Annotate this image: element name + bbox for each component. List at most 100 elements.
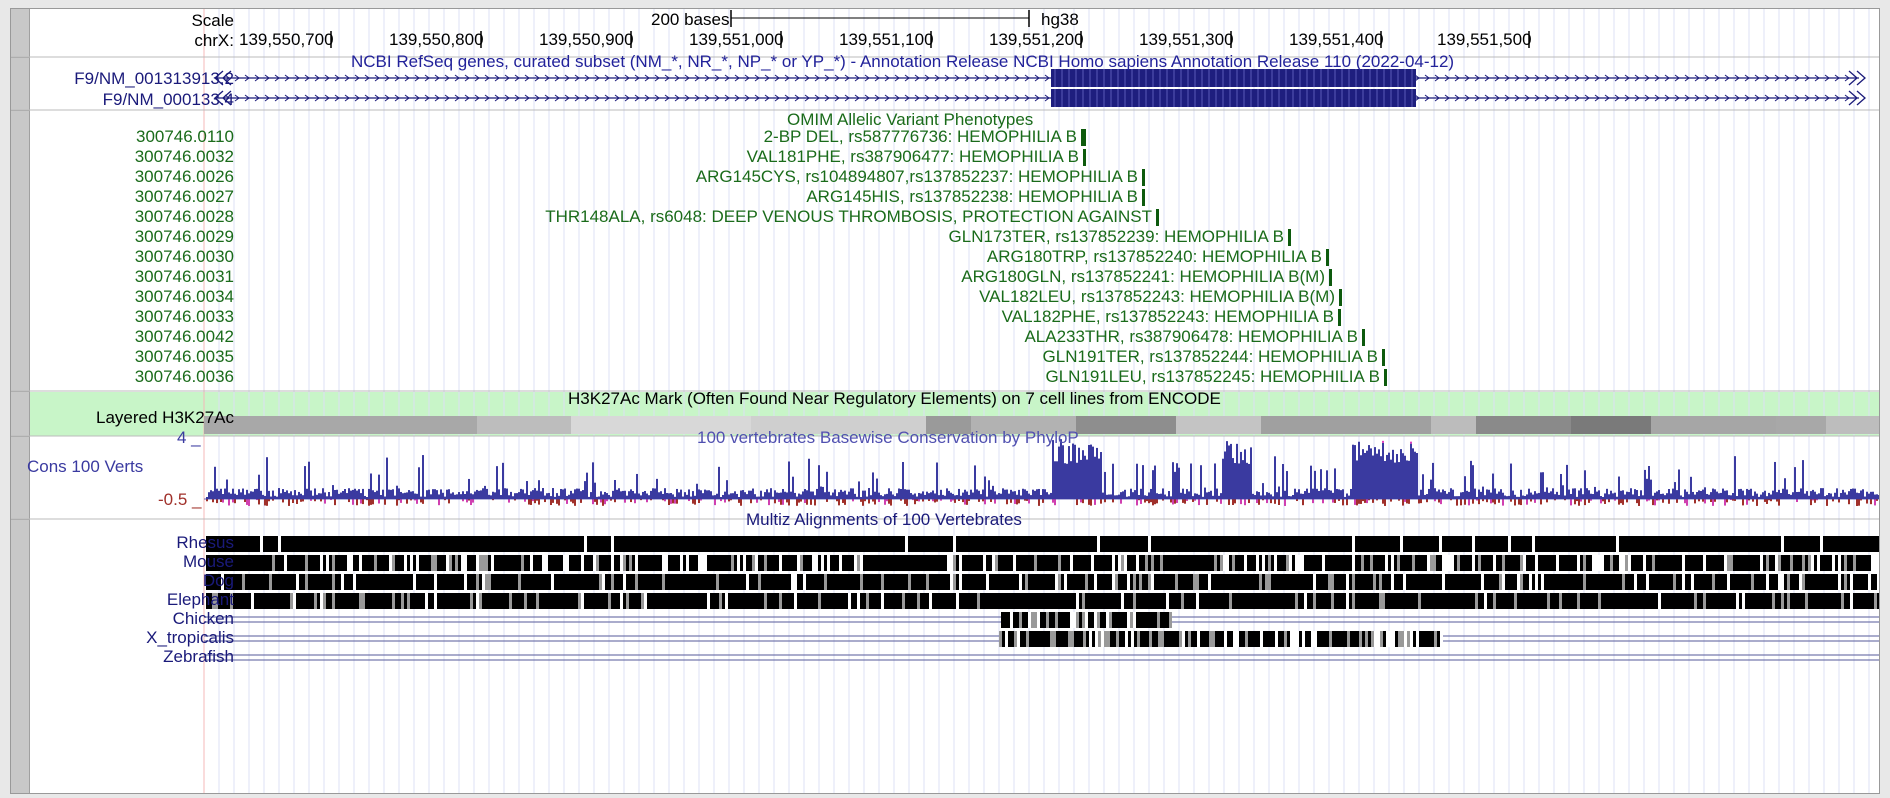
multiz-alignment-cell: [977, 555, 980, 571]
multiz-track-title[interactable]: Multiz Alignments of 100 Vertebrates: [746, 510, 1022, 529]
phylop-neg-bar: [1006, 499, 1008, 505]
omim-variant-label[interactable]: VAL182PHE, rs137852243: HEMOPHILIA B: [1001, 307, 1334, 326]
multiz-alignment-cell: [1490, 593, 1493, 609]
omim-row-id[interactable]: 300746.0042: [134, 327, 234, 346]
omim-variant-label[interactable]: 2-BP DEL, rs587776736: HEMOPHILIA B: [763, 127, 1077, 146]
phylop-label[interactable]: Cons 100 Verts: [27, 457, 144, 476]
multiz-alignment-cell: [1136, 555, 1139, 571]
omim-row-id[interactable]: 300746.0035: [134, 347, 234, 366]
omim-row-id[interactable]: 300746.0030: [134, 247, 234, 266]
multiz-alignment-cell: [1359, 631, 1362, 647]
multiz-track-handle[interactable]: [11, 520, 30, 793]
multiz-alignment-cell: [1652, 574, 1655, 590]
multiz-alignment-cell: [851, 536, 854, 552]
omim-variant-label[interactable]: ARG145HIS, rs137852238: HEMOPHILIA B: [806, 187, 1138, 206]
omim-variant-label[interactable]: VAL182LEU, rs137852243: HEMOPHILIA B(M): [979, 287, 1335, 306]
phylop-pos-bar: [382, 489, 384, 499]
phylop-neg-bar: [524, 499, 526, 502]
multiz-alignment-cell: [1340, 555, 1343, 571]
omim-row-id[interactable]: 300746.0034: [134, 287, 234, 306]
multiz-alignment-cell: [1139, 593, 1142, 609]
multiz-alignment-cell: [533, 555, 536, 571]
phylop-pos-bar: [1004, 489, 1006, 499]
refseq-track-title[interactable]: NCBI RefSeq genes, curated subset (NM_*,…: [351, 52, 1455, 71]
phylop-pos-bar: [546, 493, 548, 499]
phylop-pos-bar: [1372, 455, 1374, 499]
multiz-alignment-cell: [848, 593, 851, 609]
multiz-alignment-cell: [536, 536, 539, 552]
omim-variant-label[interactable]: THR148ALA, rs6048: DEEP VENOUS THROMBOSI…: [545, 207, 1152, 226]
omim-row-id[interactable]: 300746.0026: [134, 167, 234, 186]
multiz-alignment-cell: [1712, 593, 1715, 609]
phylop-pos-bar: [598, 496, 600, 499]
multiz-alignment-cell: [281, 574, 284, 590]
phylop-pos-bar: [1638, 496, 1640, 499]
multiz-species-label-mouse[interactable]: Mouse: [182, 552, 234, 571]
omim-row-id[interactable]: 300746.0110: [135, 127, 234, 146]
omim-row-id[interactable]: 300746.0032: [134, 147, 234, 166]
omim-row-id[interactable]: 300746.0027: [134, 187, 234, 206]
omim-track-title[interactable]: OMIM Allelic Variant Phenotypes: [787, 110, 1034, 129]
multiz-alignment-cell: [1787, 536, 1790, 552]
omim-variant-label[interactable]: ALA233THR, rs387906478: HEMOPHILIA B: [1024, 327, 1358, 346]
phylop-pos-bar: [1658, 490, 1660, 499]
multiz-alignment-cell: [1526, 555, 1529, 571]
omim-row-id[interactable]: 300746.0033: [134, 307, 234, 326]
multiz-species-label-zebrafish[interactable]: Zebrafish: [163, 647, 234, 666]
multiz-alignment-cell: [764, 555, 767, 571]
phylop-track-title[interactable]: 100 vertebrates Basewise Conservation by…: [697, 428, 1079, 447]
multiz-species-label-elephant[interactable]: Elephant: [166, 590, 234, 609]
track-canvas[interactable]: [11, 9, 1879, 793]
omim-variant-label[interactable]: ARG145CYS, rs104894807,rs137852237: HEMO…: [695, 167, 1138, 186]
strand-chevron: [804, 74, 810, 82]
multiz-alignment-cell: [1370, 536, 1373, 552]
multiz-alignment-cell: [674, 593, 677, 609]
phylop-neg-bar: [1434, 499, 1436, 502]
multiz-alignment-cell: [1157, 574, 1160, 590]
multiz-alignment-cell: [236, 536, 239, 552]
multiz-alignment-cell: [641, 593, 644, 609]
refseq-transcript-label-2[interactable]: F9/NM_000133.4: [102, 90, 234, 109]
omim-variant-label[interactable]: ARG180TRP, rs137852240: HEMOPHILIA B: [986, 247, 1322, 266]
multiz-species-label-rhesus[interactable]: Rhesus: [176, 533, 234, 552]
phylop-pos-bar: [212, 491, 214, 499]
refseq-transcript-label-1[interactable]: F9/NM_001313913.2: [74, 69, 234, 88]
strand-chevron: [1774, 74, 1780, 82]
multiz-alignment-cell: [1730, 555, 1733, 571]
omim-row-id[interactable]: 300746.0028: [134, 207, 234, 226]
omim-row-id[interactable]: 300746.0029: [134, 227, 234, 246]
multiz-alignment-cell: [1463, 574, 1466, 590]
multiz-alignment-cell: [1706, 593, 1709, 609]
h3k27ac-track-title[interactable]: H3K27Ac Mark (Often Found Near Regulator…: [568, 389, 1221, 408]
omim-variant-label[interactable]: GLN173TER, rs137852239: HEMOPHILIA B: [948, 227, 1284, 246]
phylop-pos-bar: [1310, 465, 1312, 499]
multiz-species-label-chicken[interactable]: Chicken: [172, 609, 234, 628]
multiz-alignment-cell: [266, 555, 269, 571]
phylop-pos-bar: [908, 489, 910, 499]
phylop-pos-bar: [1810, 491, 1812, 499]
multiz-alignment-cell: [1058, 536, 1061, 552]
phylop-pos-bar: [284, 491, 286, 499]
phylop-min-label: -0.5 _: [158, 490, 202, 509]
multiz-alignment-cell: [1568, 593, 1571, 609]
multiz-alignment-cell: [1151, 612, 1154, 628]
multiz-alignment-cell: [1100, 612, 1103, 628]
omim-row-id[interactable]: 300746.0031: [134, 267, 234, 286]
omim-variant-label[interactable]: GLN191LEU, rs137852245: HEMOPHILIA B: [1045, 367, 1380, 386]
omim-variant-label[interactable]: VAL181PHE, rs387906477: HEMOPHILIA B: [746, 147, 1079, 166]
multiz-alignment-cell: [260, 536, 263, 552]
phylop-neg-bar: [206, 499, 208, 502]
omim-variant-label[interactable]: ARG180GLN, rs137852241: HEMOPHILIA B(M): [961, 267, 1325, 286]
multiz-alignment-cell: [1400, 536, 1403, 552]
phylop-pos-bar: [1838, 496, 1840, 499]
multiz-alignment-cell: [1362, 631, 1365, 647]
phylop-pos-bar: [1172, 462, 1174, 499]
multiz-alignment-cell: [1697, 555, 1700, 571]
phylop-pos-bar: [232, 488, 234, 499]
h3k27ac-label[interactable]: Layered H3K27Ac: [96, 408, 234, 427]
multiz-alignment-cell: [1550, 574, 1553, 590]
multiz-species-label-x-tropicalis[interactable]: X_tropicalis: [146, 628, 234, 647]
omim-variant-label[interactable]: GLN191TER, rs137852244: HEMOPHILIA B: [1042, 347, 1378, 366]
multiz-species-label-dog[interactable]: Dog: [202, 571, 234, 590]
omim-row-id[interactable]: 300746.0036: [134, 367, 234, 386]
